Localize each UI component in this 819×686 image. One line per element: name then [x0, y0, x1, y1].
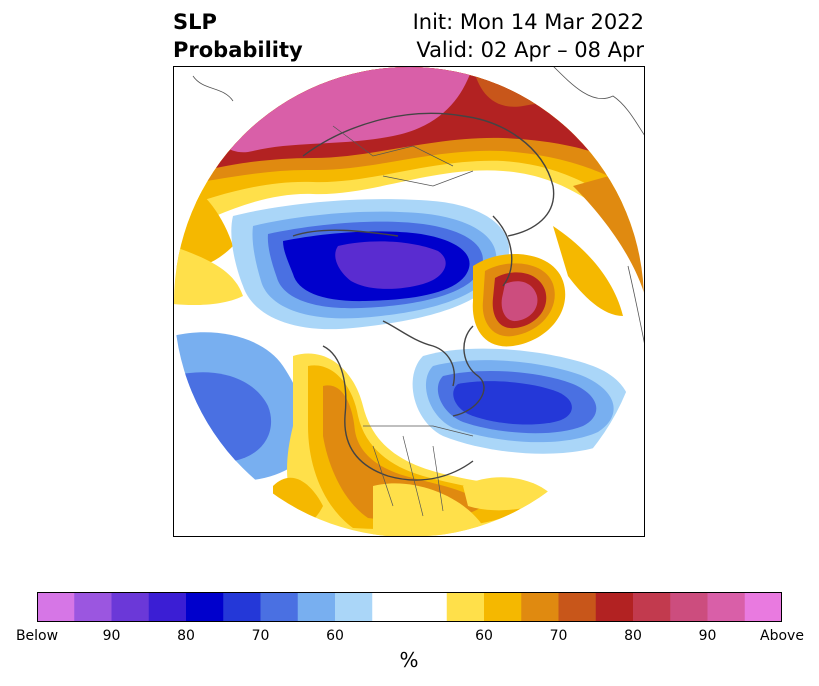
- init-date: Init: Mon 14 Mar 2022: [412, 10, 644, 34]
- colorbar-segment: [595, 592, 634, 622]
- colorbar-tick-label: 60: [326, 628, 344, 644]
- colorbar-tick-label: 60: [475, 628, 493, 644]
- colorbar-tick-label: 70: [549, 628, 568, 644]
- probability-field: [174, 67, 644, 537]
- colorbar-tick-label: 90: [698, 628, 717, 644]
- map-border: [173, 66, 645, 537]
- colorbar-segment: [744, 592, 782, 622]
- colorbar-segment: [521, 592, 559, 622]
- corner-land: [192, 66, 645, 347]
- colorbar-tick-label: Above: [760, 628, 804, 644]
- borders: [332, 125, 474, 517]
- colorbar-tick-label: Below: [15, 628, 59, 644]
- colorbar-segment: [707, 592, 746, 622]
- colorbar-segment: [409, 592, 448, 622]
- colorbar-segment: [446, 592, 485, 622]
- colorbar-segment: [111, 592, 150, 622]
- colorbar: [37, 592, 782, 622]
- map-title: SLP Probability: [173, 8, 303, 64]
- colorbar-segment: [186, 592, 224, 622]
- colorbar-segment: [260, 592, 299, 622]
- valid-range: Valid: 02 Apr – 08 Apr: [416, 38, 644, 62]
- colorbar-tick-label: 80: [624, 628, 642, 644]
- colorbar-segment: [74, 592, 112, 622]
- colorbar-segment: [37, 592, 75, 622]
- colorbar-segment: [558, 592, 597, 622]
- colorbar-tick-label: 80: [177, 628, 195, 644]
- colorbar-segment: [148, 592, 187, 622]
- colorbar-segment: [484, 592, 522, 622]
- coastlines: [292, 112, 555, 481]
- map-dates: Init: Mon 14 Mar 2022 Valid: 02 Apr – 08…: [413, 8, 644, 64]
- colorbar-segment: [297, 592, 336, 622]
- colorbar-border: [37, 592, 782, 622]
- colorbar-segment: [670, 592, 708, 622]
- title-subtitle: Probability: [173, 38, 303, 62]
- colorbar-segment: [335, 592, 373, 622]
- colorbar-segment: [223, 592, 261, 622]
- colorbar-tick-label: 90: [102, 628, 121, 644]
- title-variable: SLP: [173, 10, 217, 34]
- colorbar-tick-label: 70: [251, 628, 270, 644]
- colorbar-unit: %: [399, 648, 419, 672]
- colorbar-segment: [633, 592, 671, 622]
- probability-map: [173, 66, 645, 537]
- colorbar-segment: [372, 592, 410, 622]
